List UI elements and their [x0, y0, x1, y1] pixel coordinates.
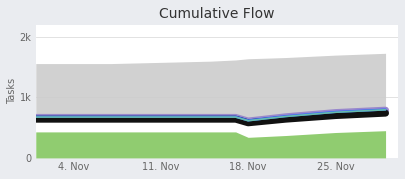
Y-axis label: Tasks: Tasks: [7, 78, 17, 105]
Title: Cumulative Flow: Cumulative Flow: [159, 7, 275, 21]
